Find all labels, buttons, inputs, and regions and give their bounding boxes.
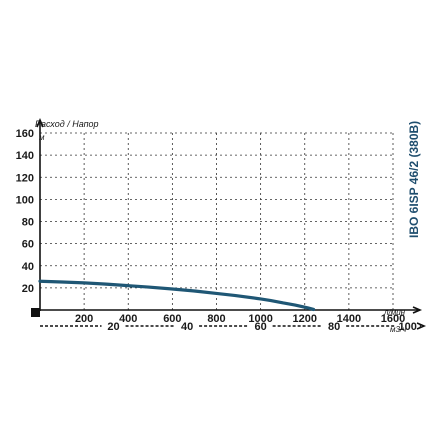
x2-unit-label: м3/ч <box>390 325 406 334</box>
grid <box>40 132 394 310</box>
x-tick-label: 1600 <box>381 313 405 325</box>
y-tick-label: 40 <box>22 261 34 273</box>
y-unit-label: м <box>39 133 45 142</box>
x2-axis-arrow <box>416 322 427 330</box>
x2-tick-label: 20 <box>107 321 119 333</box>
x2-tick-label: 60 <box>255 321 267 333</box>
x-tick-label: 1400 <box>337 313 361 325</box>
performance-curve <box>38 279 316 312</box>
origin-marker <box>31 308 40 317</box>
y-axis-arrow <box>36 117 44 128</box>
x2-tick-label: 100 <box>399 321 417 333</box>
x-tick-label: 800 <box>207 313 225 325</box>
y-tick-label: 120 <box>16 172 34 184</box>
x-axis-arrow <box>412 306 423 314</box>
y-tick-label: 140 <box>16 150 34 162</box>
series-layer <box>38 279 316 312</box>
y-tick-label: 80 <box>22 217 34 229</box>
model-label: IBO 6ISP 46/2 (380B) <box>407 121 421 238</box>
y-tick-label: 20 <box>22 283 34 295</box>
y-axis-label: Расход / Напор <box>35 119 99 129</box>
x-tick-label: 600 <box>163 313 181 325</box>
y-tick-label: 60 <box>22 239 34 251</box>
x-tick-label: 1200 <box>293 313 317 325</box>
x-tick-label: 1000 <box>248 313 272 325</box>
x2-tick-label: 80 <box>328 321 340 333</box>
x-tick-label: 400 <box>119 313 137 325</box>
y-tick-label: 160 <box>16 128 34 140</box>
tick-labels: 200 400 600 800 1000 1200 1400 1600 20 40 60 80 100 1… <box>16 128 417 333</box>
y-tick-label: 100 <box>16 194 34 206</box>
x-unit-label: л/мин <box>383 308 406 317</box>
x-tick-label: 200 <box>75 313 93 325</box>
axes <box>36 117 427 330</box>
x2-tick-label: 40 <box>181 321 193 333</box>
